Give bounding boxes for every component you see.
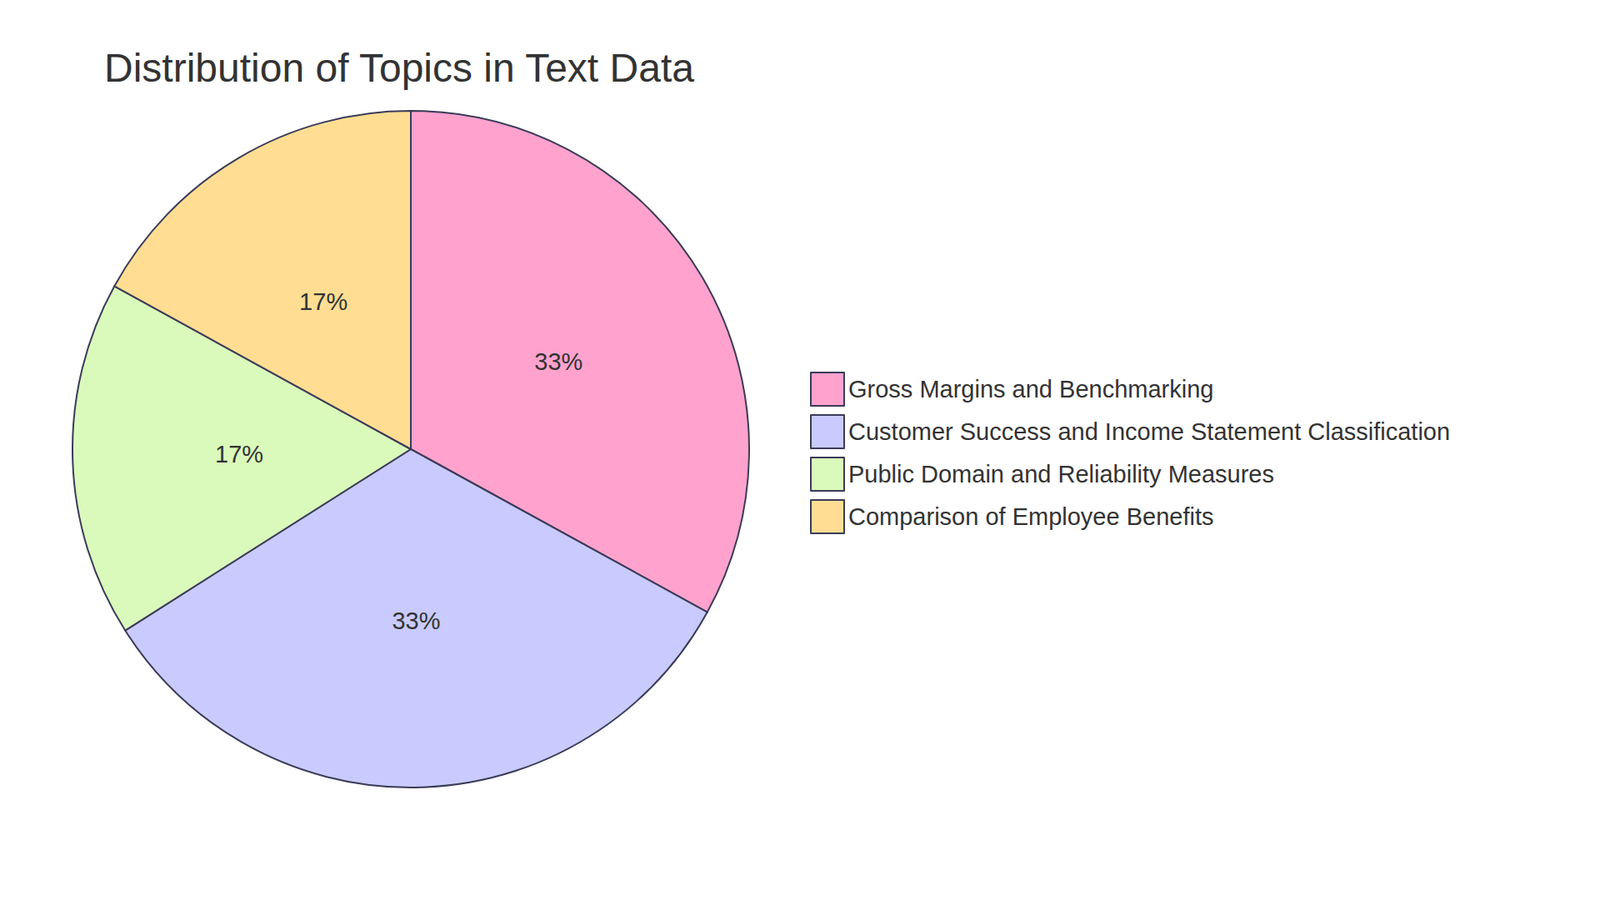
svg-text:Comparison of Employee Benefit: Comparison of Employee Benefits xyxy=(848,503,1214,530)
svg-text:33%: 33% xyxy=(534,348,583,375)
svg-text:Gross Margins and Benchmarking: Gross Margins and Benchmarking xyxy=(848,375,1214,403)
svg-text:Customer Success and Income St: Customer Success and Income Statement Cl… xyxy=(848,418,1450,445)
svg-text:Public Domain and Reliability: Public Domain and Reliability Measures xyxy=(848,460,1275,488)
svg-text:Distribution of Topics in Text: Distribution of Topics in Text Data xyxy=(104,45,695,90)
svg-text:17%: 17% xyxy=(299,288,348,315)
svg-text:17%: 17% xyxy=(215,440,264,468)
svg-text:33%: 33% xyxy=(391,607,440,635)
